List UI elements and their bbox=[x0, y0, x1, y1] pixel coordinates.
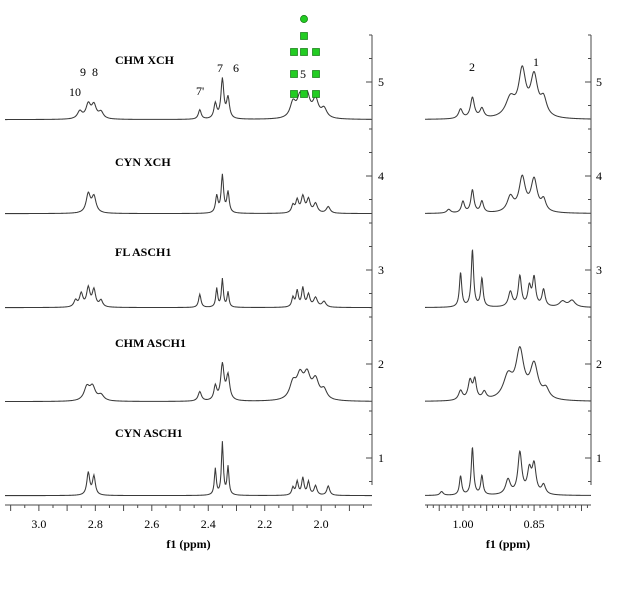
y-tick-label: 3 bbox=[378, 263, 384, 277]
spectrum-trace bbox=[5, 362, 373, 403]
spectrum-trace bbox=[425, 65, 592, 120]
x-axis-title: f1 (ppm) bbox=[486, 537, 530, 551]
y-tick-label: 3 bbox=[596, 263, 602, 277]
x-tick-label: 2.8 bbox=[88, 517, 103, 531]
peak-label: 1 bbox=[533, 55, 539, 69]
green-square-marker bbox=[290, 90, 298, 98]
peak-label: 10 bbox=[69, 85, 81, 99]
spectrum-trace bbox=[5, 277, 372, 309]
green-square-marker bbox=[312, 48, 320, 56]
x-tick-label: 0.85 bbox=[524, 517, 545, 531]
spectrum-trace bbox=[425, 174, 591, 214]
peak-label: 5 bbox=[300, 67, 306, 81]
green-square-marker bbox=[300, 48, 308, 56]
peak-label: 8 bbox=[92, 65, 98, 79]
x-tick-label: 2.2 bbox=[257, 517, 272, 531]
y-tick-label: 5 bbox=[596, 75, 602, 89]
right-spectrum-panel: 1 2 3 4 5 1.00 0.85 f1 (ppm) bbox=[424, 34, 602, 551]
peak-label: 6 bbox=[233, 61, 239, 75]
x-axis-title: f1 (ppm) bbox=[166, 537, 210, 551]
peak-label: 7' bbox=[196, 84, 204, 98]
spectrum-trace bbox=[425, 346, 592, 402]
y-tick-label: 1 bbox=[596, 451, 602, 465]
peak-label: 7 bbox=[217, 61, 223, 75]
green-square-marker bbox=[300, 90, 308, 98]
left-spectrum-panel: 1 2 3 4 5 3.0 2.8 2.6 2.4 2.2 2.0 f1 (ppm) bbox=[5, 34, 384, 551]
sample-label: FL ASCH1 bbox=[115, 245, 171, 259]
sample-label: CHM ASCH1 bbox=[115, 336, 186, 350]
y-tick-label: 2 bbox=[378, 357, 384, 371]
spectrum-trace bbox=[5, 441, 372, 497]
x-tick-label: 2.4 bbox=[201, 517, 216, 531]
sample-label: CYN XCH bbox=[115, 155, 171, 169]
y-tick-label: 1 bbox=[378, 451, 384, 465]
spectrum-trace bbox=[5, 77, 372, 121]
green-square-marker bbox=[312, 70, 320, 78]
green-square-marker bbox=[300, 32, 308, 40]
y-tick-label: 5 bbox=[378, 75, 384, 89]
green-square-marker bbox=[290, 48, 298, 56]
x-tick-label: 2.6 bbox=[144, 517, 159, 531]
x-tick-label: 2.0 bbox=[314, 517, 329, 531]
sample-label: CHM XCH bbox=[115, 53, 175, 67]
x-tick-label: 3.0 bbox=[31, 517, 46, 531]
spectrum-trace bbox=[424, 249, 592, 308]
spectrum-trace bbox=[5, 173, 372, 215]
green-square-marker-group bbox=[290, 15, 320, 98]
y-tick-label: 4 bbox=[378, 169, 384, 183]
y-tick-label: 4 bbox=[596, 169, 602, 183]
y-tick-label: 2 bbox=[596, 357, 602, 371]
green-square-marker bbox=[290, 70, 298, 78]
peak-label: 9 bbox=[80, 65, 86, 79]
sample-label: CYN ASCH1 bbox=[115, 426, 183, 440]
x-tick-label: 1.00 bbox=[452, 517, 473, 531]
spectrum-trace bbox=[424, 446, 591, 496]
annotations: CHM XCH CYN XCH FL ASCH1 CHM ASCH1 CYN A… bbox=[69, 53, 539, 440]
peak-label: 2 bbox=[469, 60, 475, 74]
green-circle-marker bbox=[300, 15, 308, 23]
green-square-marker bbox=[312, 90, 320, 98]
